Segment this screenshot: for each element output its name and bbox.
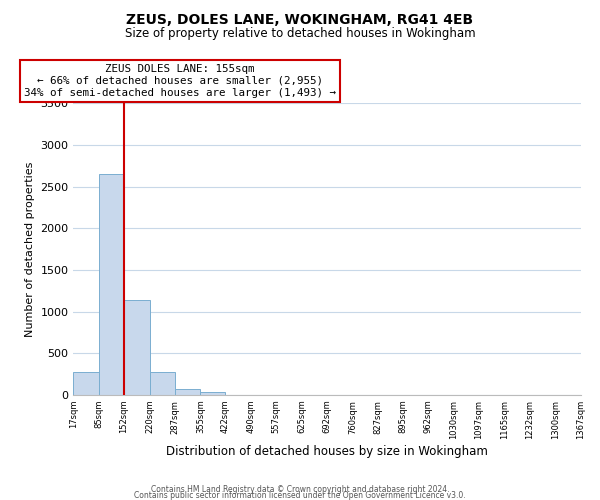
- Bar: [99, 174, 124, 395]
- Text: Contains HM Land Registry data © Crown copyright and database right 2024.: Contains HM Land Registry data © Crown c…: [151, 484, 449, 494]
- Bar: [149, 372, 175, 395]
- Bar: [175, 388, 200, 395]
- Text: ZEUS DOLES LANE: 155sqm
← 66% of detached houses are smaller (2,955)
34% of semi: ZEUS DOLES LANE: 155sqm ← 66% of detache…: [24, 64, 336, 98]
- Text: Size of property relative to detached houses in Wokingham: Size of property relative to detached ho…: [125, 28, 475, 40]
- Y-axis label: Number of detached properties: Number of detached properties: [25, 162, 35, 337]
- Text: ZEUS, DOLES LANE, WOKINGHAM, RG41 4EB: ZEUS, DOLES LANE, WOKINGHAM, RG41 4EB: [127, 12, 473, 26]
- Text: Contains public sector information licensed under the Open Government Licence v3: Contains public sector information licen…: [134, 491, 466, 500]
- X-axis label: Distribution of detached houses by size in Wokingham: Distribution of detached houses by size …: [166, 444, 488, 458]
- Bar: [73, 372, 99, 395]
- Bar: [124, 300, 149, 395]
- Bar: [200, 392, 226, 395]
